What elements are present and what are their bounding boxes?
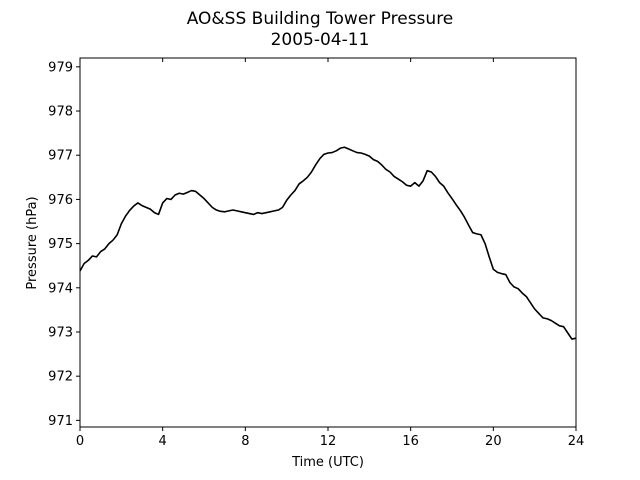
chart-subtitle: 2005-04-11	[271, 30, 370, 50]
x-tick-label: 16	[402, 434, 419, 449]
y-tick-label: 976	[48, 193, 73, 208]
y-tick-label: 975	[48, 237, 73, 252]
pressure-line	[79, 146, 577, 340]
x-tick-label: 12	[320, 434, 337, 449]
x-tick-label: 20	[485, 434, 502, 449]
y-tick-label: 978	[48, 105, 73, 120]
x-tick-label: 8	[241, 434, 249, 449]
axis-ticks: 0 4 8 12 16 20 24 971 972 973 974 975 976 977 978 979	[48, 58, 584, 449]
x-axis-label: Time (UTC)	[291, 455, 364, 470]
y-tick-label: 974	[48, 281, 73, 296]
y-tick-label: 971	[48, 414, 73, 429]
plot-frame	[79, 57, 577, 428]
y-tick-label: 977	[48, 149, 73, 164]
x-tick-label: 0	[76, 434, 84, 449]
chart-title: AO&SS Building Tower Pressure	[187, 9, 454, 29]
y-tick-label: 972	[48, 370, 73, 385]
x-tick-label: 24	[568, 434, 585, 449]
y-tick-label: 973	[48, 325, 73, 340]
x-tick-label: 4	[159, 434, 167, 449]
y-axis-label: Pressure (hPa)	[25, 196, 40, 289]
y-tick-label: 979	[48, 60, 73, 75]
